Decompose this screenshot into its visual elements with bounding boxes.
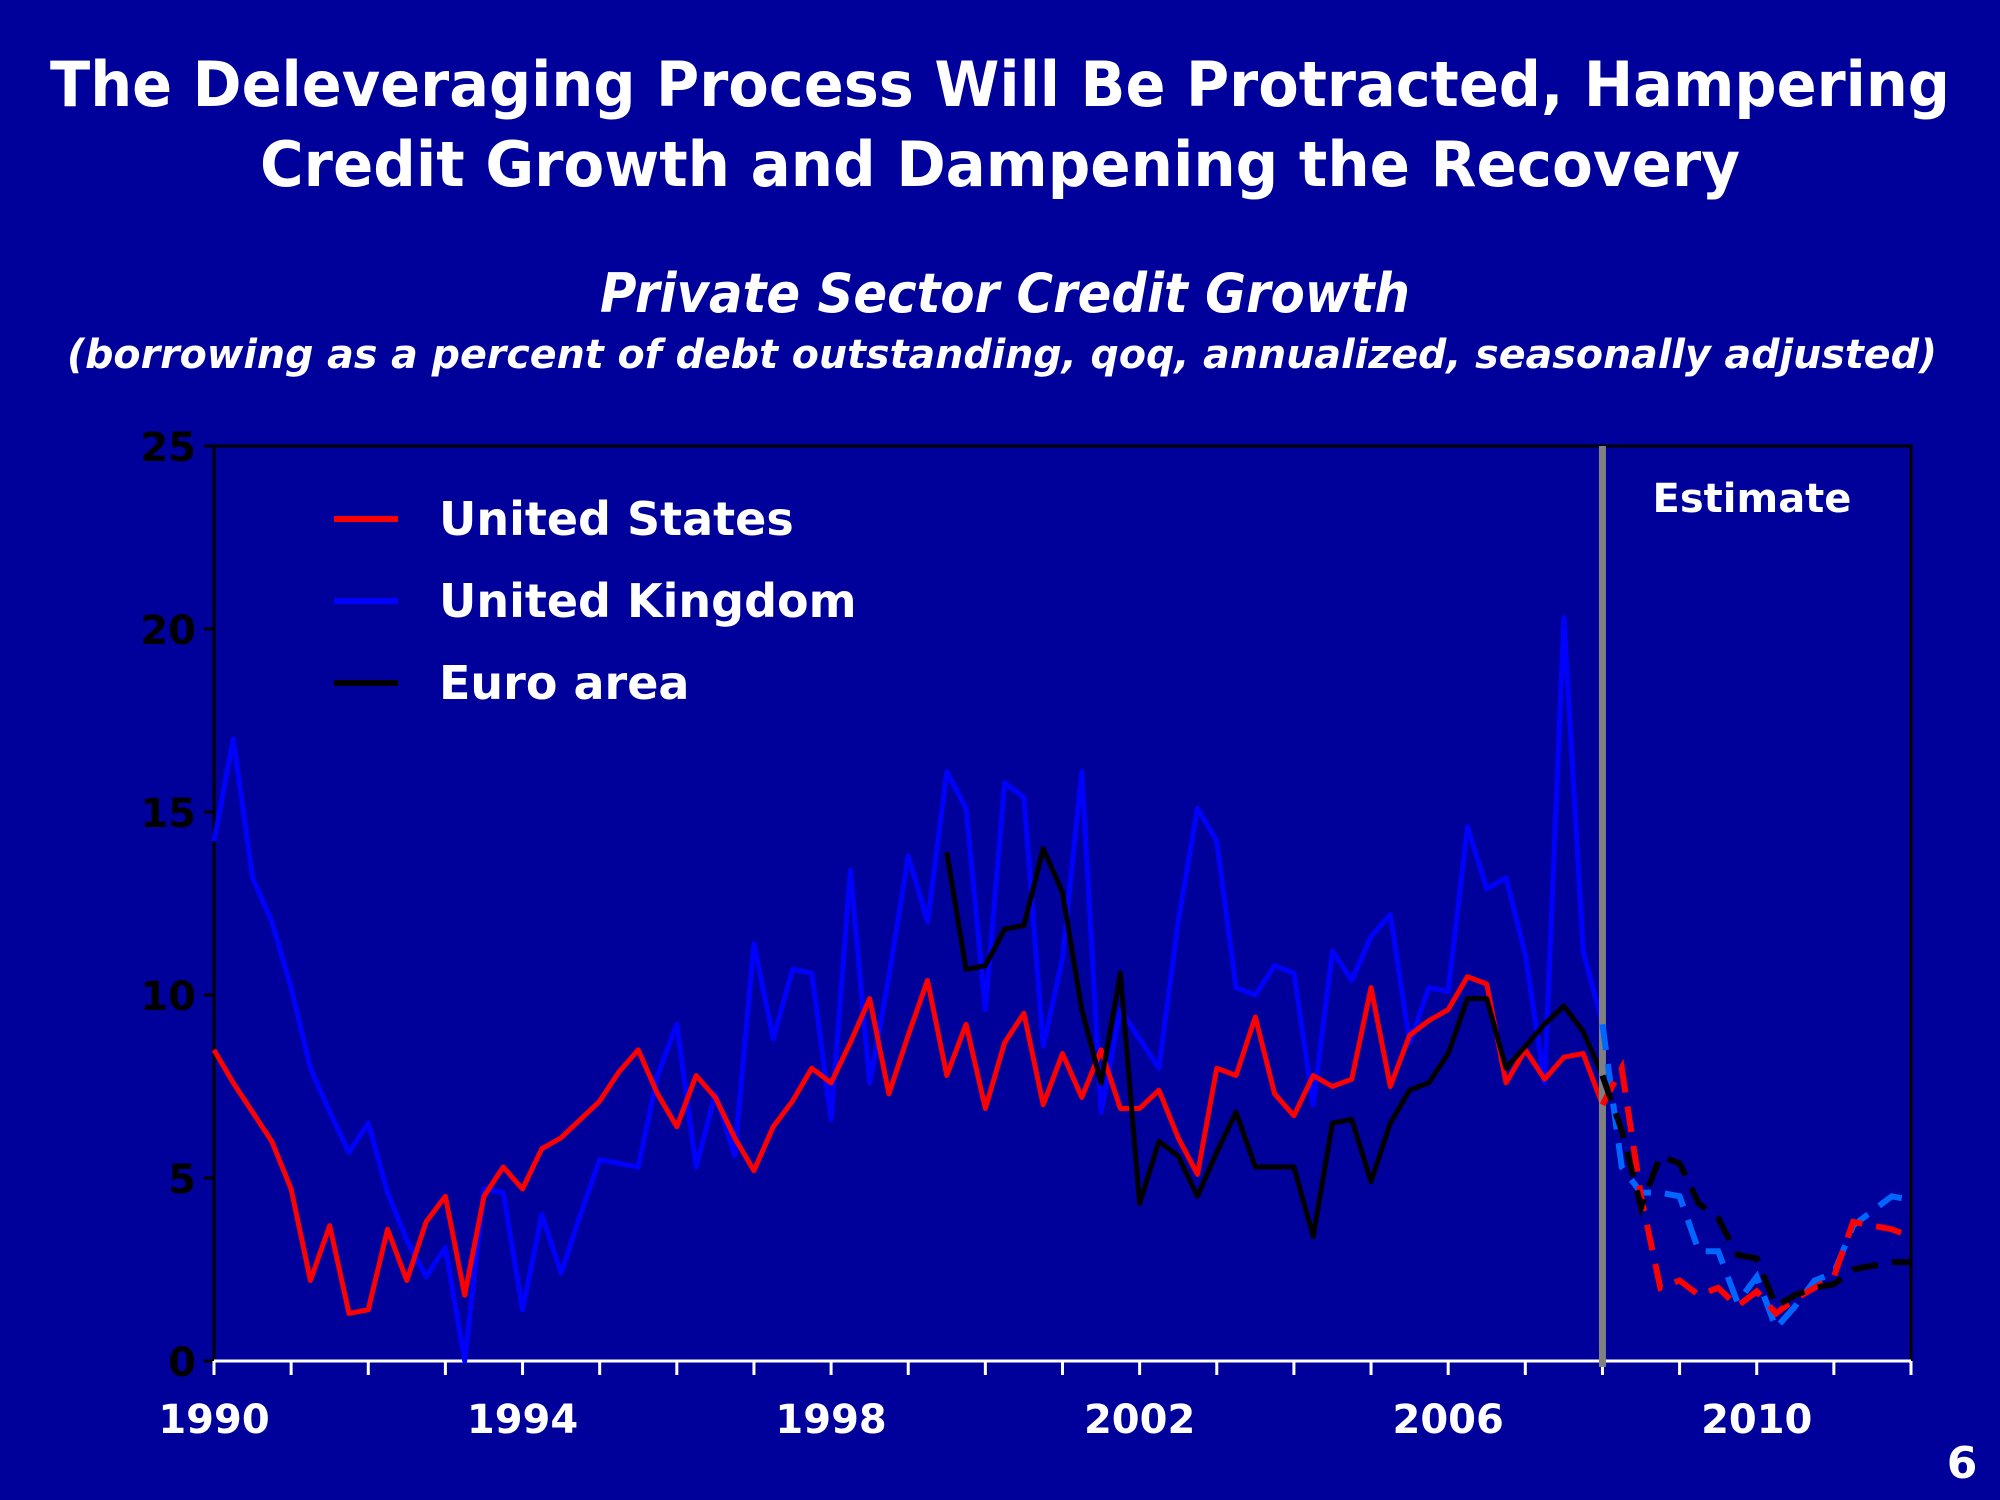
legend-label-euro-area: Euro area	[439, 656, 689, 710]
y-tick-label: 20	[140, 608, 196, 654]
estimate-label: Estimate	[1653, 476, 1852, 522]
series-line-united-kingdom	[211, 615, 1605, 1364]
series-estimate-united-states	[1599, 1058, 1913, 1318]
x-tick-label: 1994	[467, 1397, 578, 1443]
y-tick-label: 0	[168, 1340, 196, 1386]
x-tick-label: 1990	[158, 1397, 269, 1443]
legend: United States United Kingdom Euro area	[334, 492, 857, 710]
y-tick-label: 10	[140, 974, 196, 1020]
y-tick-label: 25	[140, 425, 196, 471]
page-number: 6	[1947, 1438, 1978, 1489]
legend-label-united-states: United States	[439, 492, 794, 546]
plot-area: 0 5 10 15 20 25 1990 1994 1998 2002 2006 2010	[140, 425, 1913, 1443]
x-tick-label: 2010	[1701, 1397, 1812, 1443]
slide-title-line2: Credit Growth and Dampening the Recovery	[260, 128, 1740, 201]
chart-title: Private Sector Credit Growth	[600, 262, 1410, 325]
x-tick-label: 1998	[775, 1397, 886, 1443]
y-tick-label: 5	[168, 1157, 196, 1203]
legend-label-united-kingdom: United Kingdom	[439, 574, 857, 628]
x-tick-label: 2006	[1393, 1397, 1504, 1443]
x-tick-label: 2002	[1084, 1397, 1195, 1443]
chart-subtitle: (borrowing as a percent of debt outstand…	[67, 332, 1937, 378]
series-line-euro-area	[944, 846, 1605, 1240]
slide-title-line1: The Deleveraging Process Will Be Protrac…	[50, 48, 1950, 121]
series-estimate-euro-area	[1599, 1074, 1911, 1311]
y-tick-label: 15	[140, 791, 196, 837]
series-line-united-states	[211, 974, 1605, 1316]
